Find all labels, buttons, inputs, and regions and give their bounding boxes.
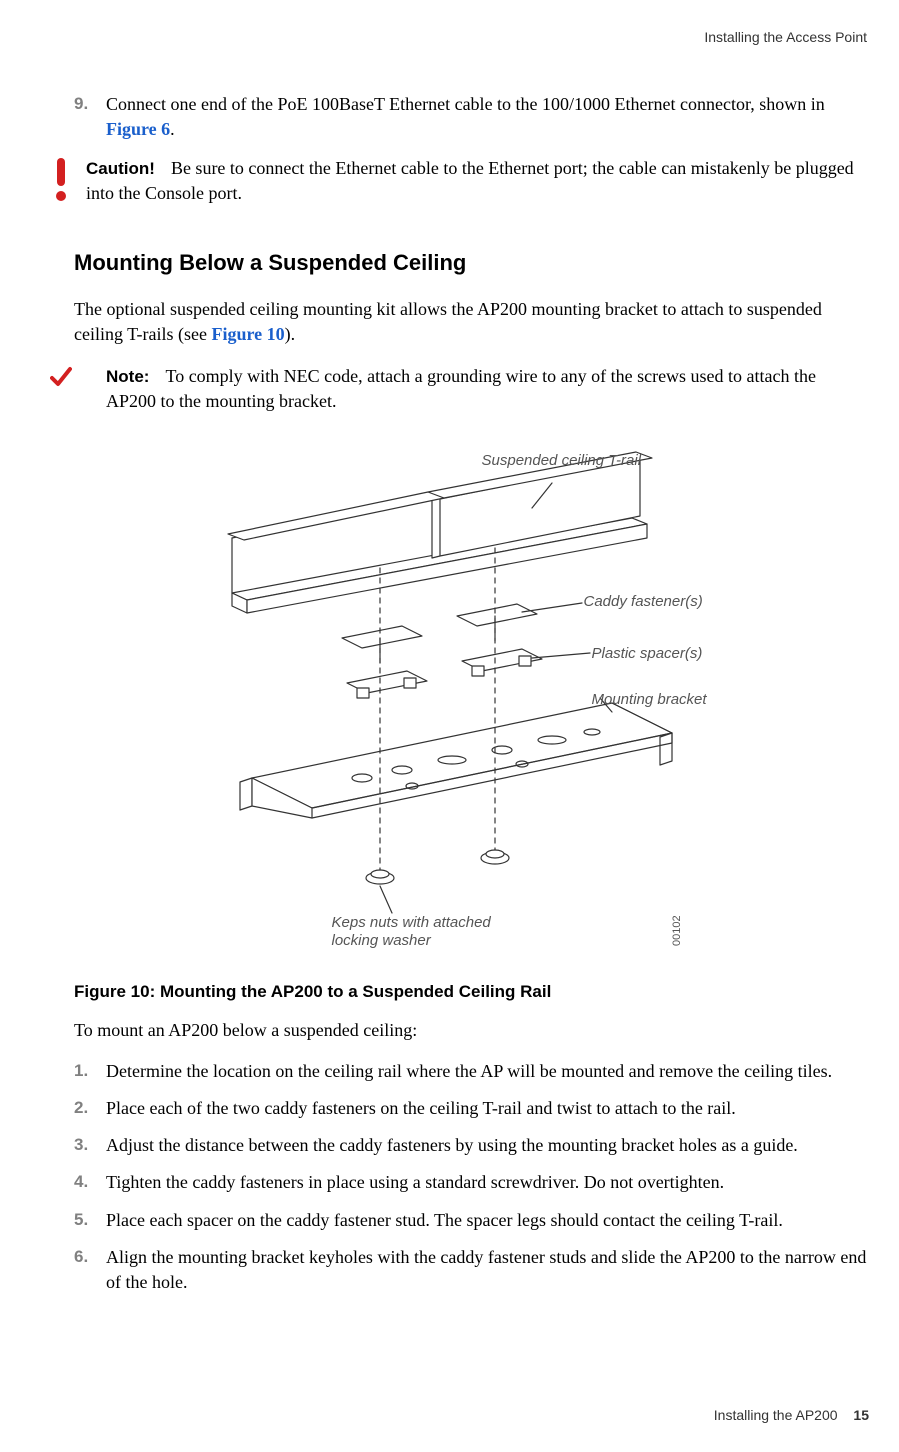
- intro-paragraph: The optional suspended ceiling mounting …: [74, 297, 869, 347]
- label-bracket: Mounting bracket: [592, 691, 707, 709]
- steps-list: 1. Determine the location on the ceiling…: [74, 1059, 869, 1295]
- step-number: 3.: [74, 1133, 106, 1158]
- step-text-before: Connect one end of the PoE 100BaseT Ethe…: [106, 94, 825, 114]
- intro-after: ).: [285, 324, 296, 344]
- caution-label: Caution!: [86, 159, 155, 178]
- label-spacer: Plastic spacer(s): [592, 645, 703, 663]
- step-text-after: .: [170, 119, 175, 139]
- step-text: Tighten the caddy fasteners in place usi…: [106, 1170, 869, 1195]
- figure10-xref[interactable]: Figure 10: [211, 324, 284, 344]
- step-number: 5.: [74, 1208, 106, 1233]
- step-text: Place each spacer on the caddy fastener …: [106, 1208, 869, 1233]
- step-text: Place each of the two caddy fasteners on…: [106, 1096, 869, 1121]
- step-number: 2.: [74, 1096, 106, 1121]
- step-row: 4. Tighten the caddy fasteners in place …: [74, 1170, 869, 1195]
- caution-icon: [54, 156, 74, 202]
- step-number: 4.: [74, 1170, 106, 1195]
- figure-caption: Figure 10: Mounting the AP200 to a Suspe…: [74, 980, 869, 1004]
- checkmark-icon: [50, 364, 74, 388]
- footer-text: Installing the AP200: [714, 1407, 838, 1423]
- step-text: Determine the location on the ceiling ra…: [106, 1059, 869, 1084]
- running-header: Installing the Access Point: [30, 28, 869, 48]
- intro-before: The optional suspended ceiling mounting …: [74, 299, 822, 344]
- note-block: Note:To comply with NEC code, attach a g…: [50, 364, 869, 414]
- label-trail: Suspended ceiling T-rail: [482, 452, 642, 470]
- figure-code: 00102: [670, 915, 685, 946]
- caution-text: Be sure to connect the Ethernet cable to…: [86, 158, 854, 203]
- step-row: 2. Place each of the two caddy fasteners…: [74, 1096, 869, 1121]
- note-label: Note:: [106, 367, 149, 386]
- label-keps: Keps nuts with attached locking washer: [332, 914, 502, 950]
- step-row: 5. Place each spacer on the caddy fasten…: [74, 1208, 869, 1233]
- step-number: 9.: [74, 92, 106, 142]
- figure6-xref[interactable]: Figure 6: [106, 119, 170, 139]
- step-9-row: 9. Connect one end of the PoE 100BaseT E…: [74, 92, 869, 142]
- label-caddy: Caddy fastener(s): [584, 593, 703, 611]
- step-row: 6. Align the mounting bracket keyholes w…: [74, 1245, 869, 1295]
- caution-block: Caution!Be sure to connect the Ethernet …: [54, 156, 869, 206]
- page-footer: Installing the AP200 15: [714, 1406, 869, 1426]
- step-number: 1.: [74, 1059, 106, 1084]
- note-text: To comply with NEC code, attach a ground…: [106, 366, 816, 411]
- section-heading: Mounting Below a Suspended Ceiling: [74, 248, 869, 279]
- step-number: 6.: [74, 1245, 106, 1295]
- figure-10: Suspended ceiling T-rail Caddy fastener(…: [192, 448, 752, 968]
- step-body: Connect one end of the PoE 100BaseT Ethe…: [106, 92, 869, 142]
- footer-page-number: 15: [853, 1407, 869, 1423]
- step-row: 1. Determine the location on the ceiling…: [74, 1059, 869, 1084]
- step-text: Align the mounting bracket keyholes with…: [106, 1245, 869, 1295]
- lead-text: To mount an AP200 below a suspended ceil…: [74, 1018, 869, 1043]
- step-text: Adjust the distance between the caddy fa…: [106, 1133, 869, 1158]
- step-row: 3. Adjust the distance between the caddy…: [74, 1133, 869, 1158]
